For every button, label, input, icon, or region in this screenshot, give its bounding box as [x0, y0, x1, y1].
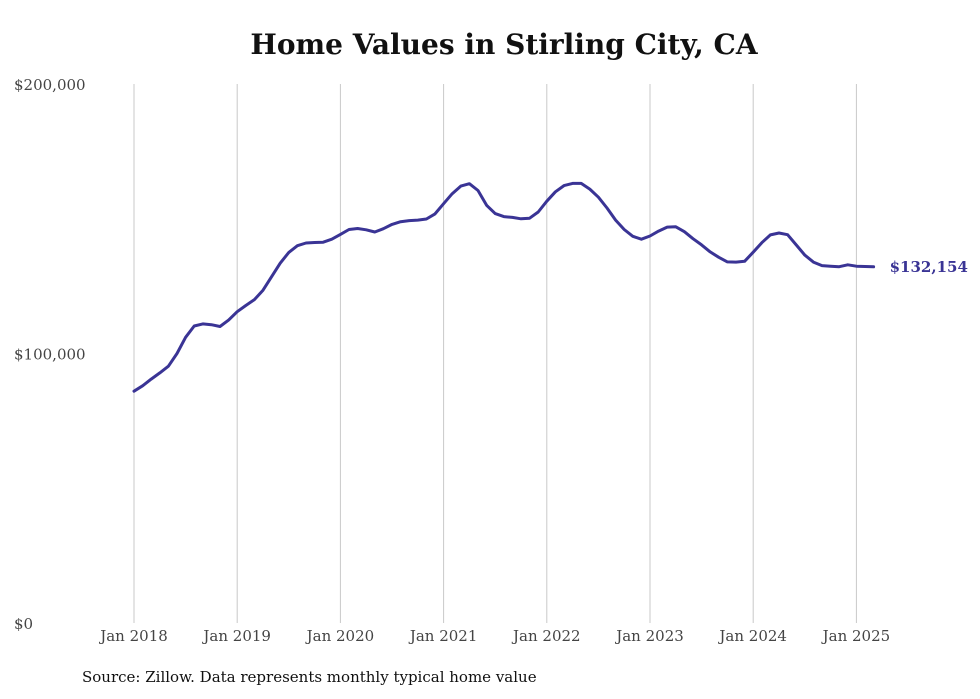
- source-note: Source: Zillow. Data represents monthly …: [82, 668, 537, 686]
- series-line: [132, 181, 876, 393]
- x-tick-label: Jan 2022: [511, 627, 581, 645]
- x-tick-label: Jan 2021: [408, 627, 478, 645]
- series-group: $132,154: [132, 181, 968, 393]
- x-axis-ticks: Jan 2018 Jan 2019 Jan 2020 Jan 2021 Jan 2022…: [98, 627, 890, 645]
- x-tick-label: Jan 2020: [305, 627, 375, 645]
- x-tick-label: Jan 2025: [821, 627, 891, 645]
- y-axis-ticks: $0 $100,000 $200,000: [14, 76, 86, 633]
- x-tick-label: Jan 2023: [614, 627, 684, 645]
- y-tick-label: $200,000: [14, 76, 86, 94]
- x-tick-label: Jan 2019: [201, 627, 271, 645]
- y-tick-label: $0: [14, 615, 33, 633]
- y-tick-label: $100,000: [14, 346, 86, 364]
- end-value-label: $132,154: [890, 258, 968, 276]
- x-tick-label: Jan 2018: [98, 627, 168, 645]
- gridlines: [133, 84, 857, 623]
- chart-title: Home Values in Stirling City, CA: [250, 28, 758, 61]
- x-tick-label: Jan 2024: [717, 627, 787, 645]
